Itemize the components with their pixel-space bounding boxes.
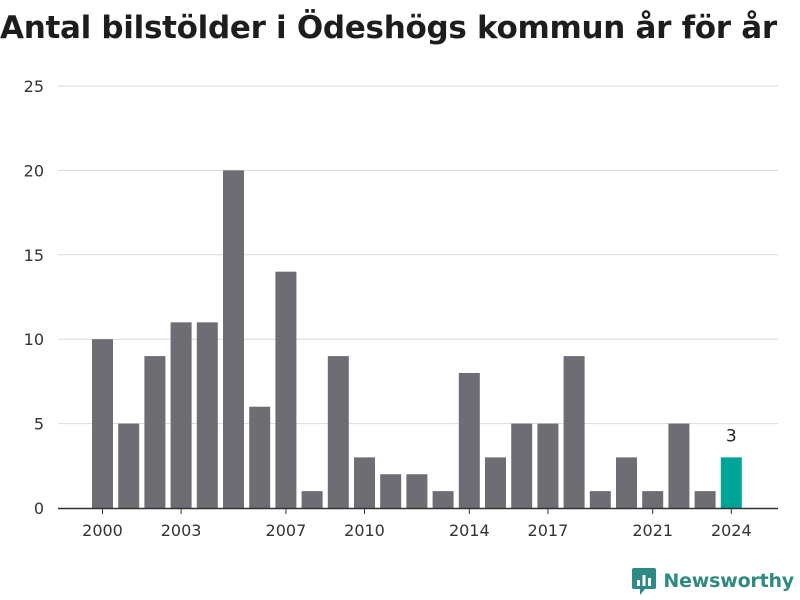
bar-2007 xyxy=(275,271,297,508)
bar-2003 xyxy=(170,322,192,508)
bar-2008 xyxy=(301,491,323,508)
x-tick-label: 2007 xyxy=(266,521,307,540)
x-tick-label: 2024 xyxy=(711,521,752,540)
x-tick-label: 2014 xyxy=(449,521,490,540)
data-label: 3 xyxy=(726,426,737,446)
bar-2023 xyxy=(694,491,716,508)
newsworthy-logo-icon xyxy=(632,568,657,595)
y-tick-label: 15 xyxy=(24,246,44,265)
x-tick-label: 2021 xyxy=(632,521,673,540)
bar-2004 xyxy=(196,322,218,508)
bar-2024 xyxy=(720,457,742,508)
brand-footer: Newsworthy xyxy=(631,566,794,596)
bar-2009 xyxy=(327,356,349,508)
data-labels: 3 xyxy=(726,426,737,446)
bar-2014 xyxy=(458,372,480,508)
x-axis-ticks: 2000 2003 2007 2010 2014 2017 2021 2024 xyxy=(82,508,752,540)
y-tick-label: 25 xyxy=(24,77,44,96)
brand-name: Newsworthy xyxy=(663,570,794,592)
bars xyxy=(92,170,742,508)
bar-2002 xyxy=(144,356,166,508)
x-tick-label: 2000 xyxy=(82,521,123,540)
y-tick-label: 10 xyxy=(24,330,44,349)
bar-2011 xyxy=(380,474,402,508)
bar-2000 xyxy=(92,339,113,508)
bar-2015 xyxy=(485,457,506,508)
bar-2019 xyxy=(589,491,611,508)
chart-title: Antal bilstölder i Ödeshögs kommun år fö… xyxy=(0,10,777,46)
gridlines xyxy=(58,85,778,425)
x-tick-label: 2003 xyxy=(161,521,202,540)
bar-2013 xyxy=(432,491,454,508)
y-tick-label: 0 xyxy=(34,499,44,518)
y-tick-label: 5 xyxy=(34,415,44,434)
bar-2006 xyxy=(249,406,271,508)
bar-2018 xyxy=(563,356,585,508)
bar-2020 xyxy=(616,457,637,508)
bar-2010 xyxy=(354,457,375,508)
y-axis-ticks: 0 5 10 15 20 25 xyxy=(24,77,44,518)
bar-2005 xyxy=(223,170,244,508)
bar-2001 xyxy=(118,423,140,508)
bar-2016 xyxy=(511,423,533,508)
bar-2022 xyxy=(668,423,690,508)
y-tick-label: 20 xyxy=(24,161,44,180)
bar-2017 xyxy=(537,423,559,508)
bar-2012 xyxy=(406,474,428,508)
bar-2021 xyxy=(642,491,664,508)
x-tick-label: 2017 xyxy=(528,521,569,540)
x-tick-label: 2010 xyxy=(344,521,385,540)
